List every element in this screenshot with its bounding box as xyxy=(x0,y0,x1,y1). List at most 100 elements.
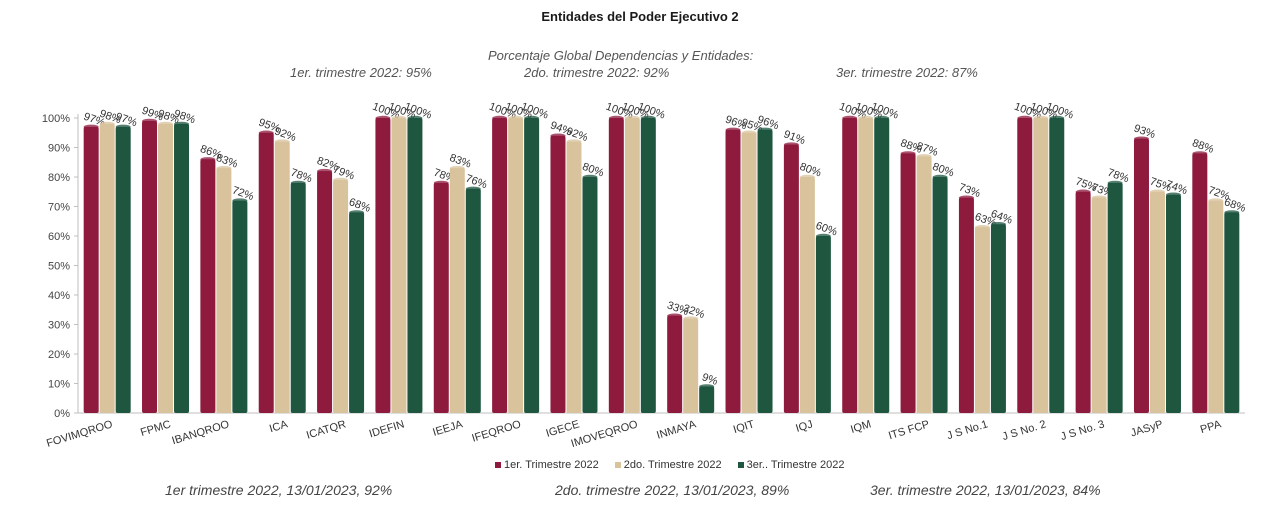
category-label: IQM xyxy=(849,418,872,436)
bar-top xyxy=(550,133,566,138)
category-label: ICATQR xyxy=(305,418,348,441)
bar xyxy=(391,118,407,413)
bar-top xyxy=(640,115,656,121)
category-label: FOVIMQROO xyxy=(45,418,114,450)
category-label: INMAYA xyxy=(655,418,698,442)
bar xyxy=(1049,118,1065,413)
bar-top xyxy=(1208,198,1224,203)
bar-top xyxy=(274,139,290,144)
y-tick-label: 70% xyxy=(48,202,70,214)
category-label: ICA xyxy=(268,418,290,435)
bar-top xyxy=(874,115,890,121)
bar-top xyxy=(624,115,640,121)
bar xyxy=(99,123,115,414)
bar-top xyxy=(407,115,423,121)
bar xyxy=(1091,197,1107,413)
bar xyxy=(200,159,216,413)
bar xyxy=(667,315,683,413)
bar xyxy=(142,120,158,413)
bar xyxy=(1192,153,1208,413)
bar xyxy=(274,141,290,413)
bar xyxy=(550,135,566,413)
chart-title: Entidades del Poder Ejecutivo 2 xyxy=(541,9,739,24)
bar-top xyxy=(375,115,391,121)
bar-top xyxy=(465,186,481,191)
bar xyxy=(83,126,99,413)
bar-top xyxy=(1075,189,1091,194)
category-label: IDEFIN xyxy=(368,418,406,440)
y-tick-label: 60% xyxy=(48,231,70,243)
bar xyxy=(407,118,423,413)
bar-top xyxy=(1049,115,1065,121)
bar-top xyxy=(391,115,407,121)
bar xyxy=(115,126,131,413)
bar xyxy=(900,153,916,413)
bar-top xyxy=(508,115,524,121)
y-tick-label: 80% xyxy=(48,172,70,184)
bar-top xyxy=(1033,115,1049,121)
bar xyxy=(699,386,715,413)
bar xyxy=(333,179,349,413)
legend-item-q1: 1er. Trimestre 2022 xyxy=(495,459,599,471)
global-q1-note: 1er. trimestre 2022: 95% xyxy=(290,65,432,80)
bar-top xyxy=(174,121,190,127)
bar-top xyxy=(349,210,365,215)
bar xyxy=(916,156,932,413)
bar-top xyxy=(683,316,699,321)
bar-top xyxy=(741,130,757,135)
bar-top xyxy=(142,118,158,124)
bar-top xyxy=(333,177,349,183)
y-tick-label: 90% xyxy=(48,143,70,155)
bar xyxy=(465,188,481,413)
bar xyxy=(608,118,624,413)
footer-q3: 3er. trimestre 2022, 13/01/2023, 84% xyxy=(870,482,1101,498)
bar-top xyxy=(200,157,216,162)
bar-top xyxy=(317,168,333,174)
global-q2-note: 2do. trimestre 2022: 92% xyxy=(524,65,670,80)
bar-top xyxy=(974,224,990,230)
bar xyxy=(783,144,799,414)
bar-top xyxy=(1017,115,1033,121)
y-tick-label: 0% xyxy=(54,408,70,420)
bar xyxy=(683,318,699,413)
bar xyxy=(1017,118,1033,413)
bar xyxy=(582,177,598,413)
category-label: JASyP xyxy=(1129,418,1164,439)
legend-swatch-q2 xyxy=(614,462,621,468)
bar xyxy=(757,129,773,414)
bar-top xyxy=(757,127,773,132)
legend-swatch-q3 xyxy=(737,462,744,468)
bar-top xyxy=(1192,151,1208,156)
bar-top xyxy=(1107,180,1123,186)
category-label: IBANQROO xyxy=(171,418,232,447)
bar xyxy=(290,182,306,413)
legend-label-q2: 2do. Trimestre 2022 xyxy=(623,459,722,471)
bar-top xyxy=(216,165,232,171)
legend-label-q3: 3er.. Trimestre 2022 xyxy=(746,459,845,471)
bar xyxy=(524,118,540,413)
y-tick-label: 50% xyxy=(48,261,70,273)
category-label: PPA xyxy=(1199,418,1223,436)
global-percentage-heading: Porcentaje Global Dependencias y Entidad… xyxy=(488,48,754,63)
footer-q2: 2do. trimestre 2022, 13/01/2023, 89% xyxy=(555,482,790,498)
category-label: IQJ xyxy=(794,418,814,434)
bar xyxy=(815,236,831,413)
bar xyxy=(508,118,524,413)
bar-top xyxy=(258,130,274,135)
bar xyxy=(725,129,741,414)
bar-top xyxy=(916,154,932,159)
bar-top xyxy=(842,115,858,121)
bar-top xyxy=(83,124,99,130)
bar-top xyxy=(815,233,831,239)
bar xyxy=(932,177,948,413)
y-tick-label: 10% xyxy=(48,379,70,391)
bar-top xyxy=(608,115,624,121)
bar xyxy=(1133,138,1149,413)
legend-item-q3: 3er.. Trimestre 2022 xyxy=(737,459,845,471)
category-label: IEEJA xyxy=(431,418,464,439)
bar-top xyxy=(99,121,115,127)
y-tick-label: 30% xyxy=(48,320,70,332)
bar xyxy=(640,118,656,413)
bar xyxy=(624,118,640,413)
